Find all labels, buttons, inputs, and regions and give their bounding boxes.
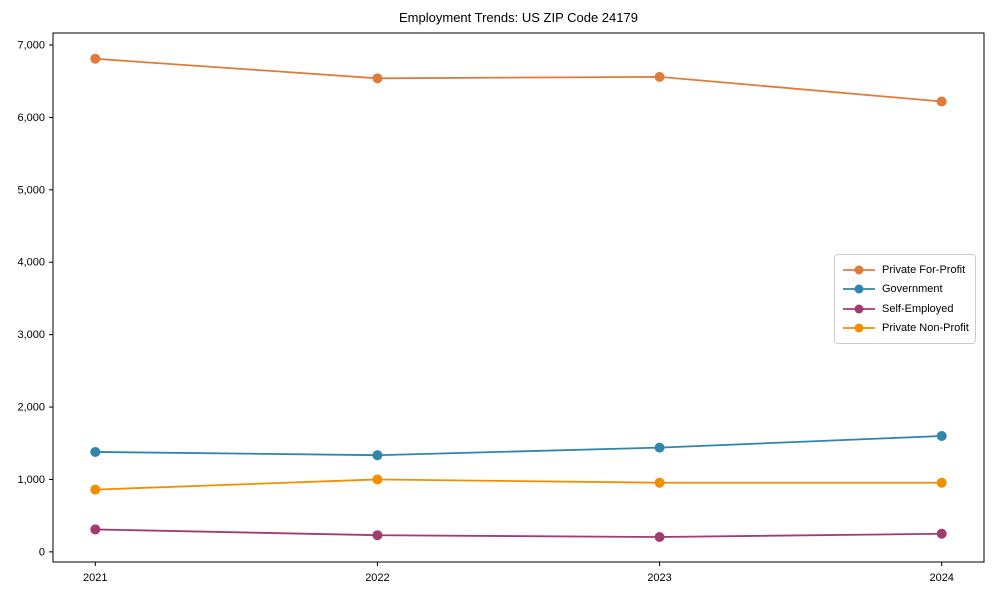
y-tick-label: 7,000 — [17, 40, 45, 52]
series-line-private-for-profit — [95, 57, 942, 103]
legend-item: Self-Employed — [842, 300, 968, 318]
legend: Private For-Profit Government Self-Emplo… — [834, 254, 976, 344]
legend-item: Government — [842, 280, 968, 298]
chart-title: Employment Trends: US ZIP Code 24179 — [399, 10, 638, 25]
data-point-private-non-profit — [936, 477, 947, 488]
data-point-government — [90, 446, 101, 457]
data-point-self-employed — [90, 524, 101, 535]
legend-label: Government — [882, 283, 943, 296]
y-tick-label: 2,000 — [17, 402, 45, 414]
x-tick-label: 2021 — [83, 572, 107, 584]
y-tick-label: 5,000 — [17, 184, 45, 196]
data-point-self-employed — [936, 528, 947, 539]
data-point-private-for-profit — [654, 71, 665, 82]
data-point-government — [372, 450, 383, 461]
data-point-government — [936, 431, 947, 442]
series-line-private-non-profit — [95, 478, 942, 491]
data-point-private-non-profit — [372, 474, 383, 485]
x-tick-label: 2023 — [647, 572, 671, 584]
x-tick-label: 2022 — [365, 572, 389, 584]
legend-item: Private For-Profit — [842, 261, 968, 279]
y-tick-label: 6,000 — [17, 112, 45, 124]
legend-marker-line-dot-icon — [843, 265, 875, 275]
legend-marker-line-dot-icon — [843, 323, 875, 333]
legend-marker-line-dot-icon — [843, 284, 875, 294]
y-tick-label: 1,000 — [17, 474, 45, 486]
legend-marker-line-dot-icon — [843, 304, 875, 314]
x-tick-label: 2024 — [929, 572, 953, 584]
data-point-self-employed — [372, 530, 383, 541]
legend-label: Private For-Profit — [882, 263, 966, 276]
data-point-private-for-profit — [372, 73, 383, 84]
series-line-self-employed — [95, 528, 942, 538]
y-tick-label: 4,000 — [17, 257, 45, 269]
plot-frame — [52, 32, 985, 563]
data-point-government — [654, 442, 665, 453]
legend-label: Self-Employed — [882, 302, 954, 315]
y-tick-label: 3,000 — [17, 329, 45, 341]
data-point-private-for-profit — [936, 96, 947, 107]
data-point-private-for-profit — [90, 53, 101, 64]
legend-item: Private Non-Profit — [842, 319, 969, 337]
y-tick-label: 0 — [39, 546, 45, 558]
legend-label: Private Non-Profit — [882, 322, 969, 335]
data-point-private-non-profit — [90, 484, 101, 495]
series-line-government — [95, 435, 942, 457]
data-point-self-employed — [654, 532, 665, 543]
data-point-private-non-profit — [654, 477, 665, 488]
